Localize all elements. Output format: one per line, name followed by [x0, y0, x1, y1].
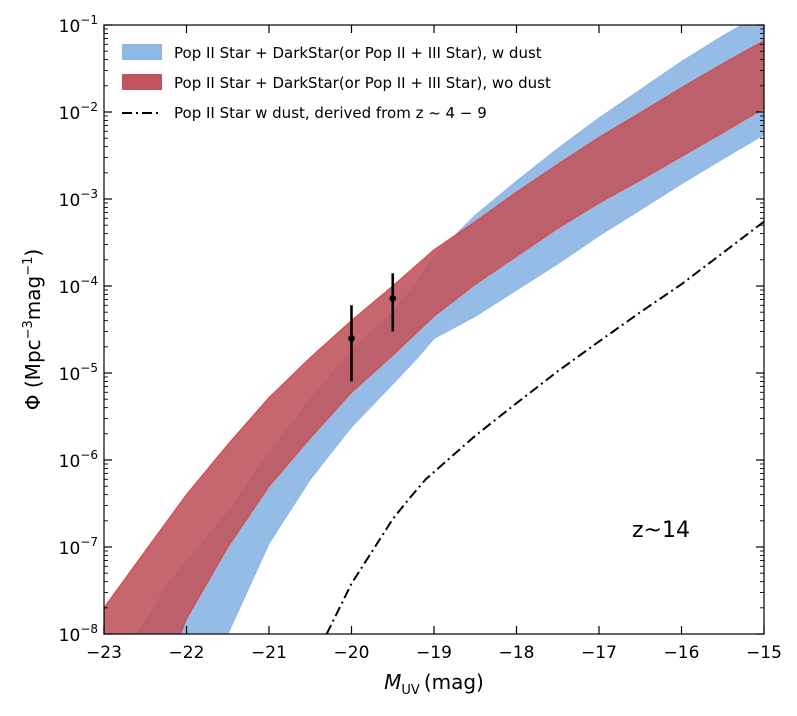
y-tick-label-exponent: −3: [80, 187, 98, 201]
y-tick-label-base: 10: [59, 17, 81, 37]
y-axis-label-main: Φ (Mpc: [21, 339, 45, 410]
y-tick-label-base: 10: [59, 539, 81, 559]
y-tick-label-exponent: −8: [80, 622, 98, 636]
redshift-annotation: z~14: [632, 518, 690, 543]
y-tick-label-base: 10: [59, 365, 81, 385]
y-tick-label-exponent: −1: [80, 13, 98, 27]
x-tick-label: −21: [251, 643, 287, 663]
x-tick-label: −18: [499, 643, 535, 663]
x-tick-label: −22: [169, 643, 205, 663]
y-tick-label-base: 10: [59, 452, 81, 472]
y-tick-label: 10−4: [59, 274, 98, 298]
x-axis-label: MUV (mag): [384, 670, 484, 698]
x-axis-label-unit: (mag): [424, 670, 484, 694]
x-tick-label: −23: [86, 643, 122, 663]
legend-label-2: Pop II Star + DarkStar(or Pop II + III S…: [174, 74, 551, 92]
y-tick-label: 10−2: [59, 100, 98, 124]
x-tick-label: −19: [416, 643, 452, 663]
y-tick-label-exponent: −6: [80, 448, 98, 462]
y-tick-label-base: 10: [59, 191, 81, 211]
line-layer: [325, 220, 764, 634]
legend-swatch-2: [122, 74, 162, 90]
y-tick-label-base: 10: [59, 278, 81, 298]
y-axis-label-end: ): [21, 249, 45, 257]
y-tick-label-exponent: −7: [80, 535, 98, 549]
y-tick-label: 10−7: [59, 535, 98, 559]
data-points-layer: [348, 273, 397, 382]
y-tick-label-exponent: −2: [80, 100, 98, 114]
y-tick-label: 10−8: [59, 622, 98, 646]
y-axis-label-exp1: −3: [21, 320, 36, 339]
x-axis-label-main: M: [384, 670, 401, 694]
y-tick-label: 10−5: [59, 361, 98, 385]
x-tick-label: −17: [581, 643, 617, 663]
x-tick-label: −16: [664, 643, 700, 663]
band-layer: [104, 25, 764, 634]
y-tick-label: 10−6: [59, 448, 98, 472]
y-tick-label-exponent: −4: [80, 274, 98, 288]
legend-label-1: Pop II Star + DarkStar(or Pop II + III S…: [174, 44, 542, 62]
legend-swatch-1: [122, 44, 162, 60]
axis-ticks: −23 −22 −21 −20 −19 −18 −17 −16 −1510−810−710−61…: [59, 13, 782, 663]
y-tick-label: 10−3: [59, 187, 98, 211]
band-2: [104, 40, 764, 634]
legend: Pop II Star + DarkStar(or Pop II + III S…: [122, 44, 551, 122]
y-axis-label: Φ (Mpc−3mag−1): [21, 249, 45, 410]
dashdot-line: [325, 220, 764, 634]
y-tick-label-base: 10: [59, 104, 81, 124]
x-tick-label: −20: [334, 643, 370, 663]
x-axis-label-sub: UV: [401, 683, 420, 698]
legend-label-3: Pop II Star w dust, derived from z ~ 4 −…: [174, 104, 487, 122]
y-tick-label-exponent: −5: [80, 361, 98, 375]
y-tick-label: 10−1: [59, 13, 98, 37]
y-tick-label-base: 10: [59, 626, 81, 646]
data-point-1: [348, 335, 355, 342]
y-axis-label-exp2: −1: [21, 257, 36, 276]
x-tick-label: −15: [746, 643, 782, 663]
y-axis-label-mid: mag: [21, 276, 45, 320]
data-point-2: [389, 295, 397, 302]
